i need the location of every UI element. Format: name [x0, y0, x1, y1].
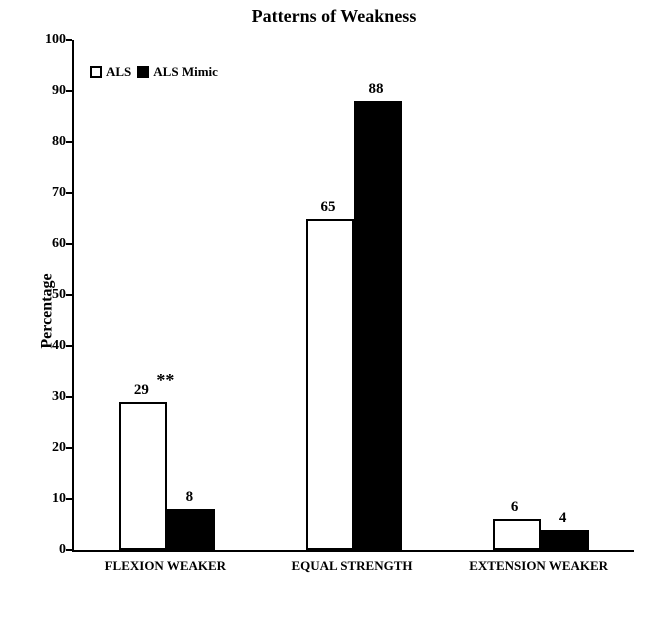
annotation: ** — [156, 370, 174, 391]
y-tick-label: 70 — [36, 185, 66, 201]
bar — [167, 509, 215, 550]
y-tick-label: 90 — [36, 83, 66, 99]
y-tick-label: 30 — [36, 389, 66, 405]
y-tick-label: 10 — [36, 491, 66, 507]
y-tick-label: 60 — [36, 236, 66, 252]
bar-value-label: 8 — [186, 489, 194, 506]
y-tick — [66, 294, 72, 296]
y-tick — [66, 549, 72, 551]
y-tick — [66, 192, 72, 194]
y-tick — [66, 396, 72, 398]
chart-container: Patterns of Weakness Percentage ALS ALS … — [0, 0, 668, 621]
chart-title: Patterns of Weakness — [0, 6, 668, 27]
bar-value-label: 4 — [559, 510, 567, 527]
y-tick — [66, 243, 72, 245]
y-tick — [66, 498, 72, 500]
bar-value-label: 88 — [369, 81, 384, 98]
plot-area — [72, 40, 634, 552]
y-tick-label: 40 — [36, 338, 66, 354]
y-tick-label: 80 — [36, 134, 66, 150]
bar-value-label: 6 — [511, 499, 519, 516]
x-category-label: FLEXION WEAKER — [105, 558, 226, 574]
y-tick-label: 100 — [36, 32, 66, 48]
x-category-label: EXTENSION WEAKER — [469, 558, 608, 574]
y-tick-label: 0 — [36, 542, 66, 558]
bar-value-label: 29 — [134, 382, 149, 399]
y-tick — [66, 39, 72, 41]
y-tick-label: 50 — [36, 287, 66, 303]
bar — [541, 530, 589, 550]
y-tick — [66, 141, 72, 143]
bar — [306, 219, 354, 551]
bar — [493, 519, 541, 550]
y-tick-label: 20 — [36, 440, 66, 456]
bar — [354, 101, 402, 550]
y-axis-label: Percentage — [39, 273, 57, 348]
x-category-label: EQUAL STRENGTH — [291, 558, 412, 574]
y-tick — [66, 345, 72, 347]
bar — [119, 402, 167, 550]
bar-value-label: 65 — [321, 199, 336, 216]
y-tick — [66, 447, 72, 449]
y-tick — [66, 90, 72, 92]
